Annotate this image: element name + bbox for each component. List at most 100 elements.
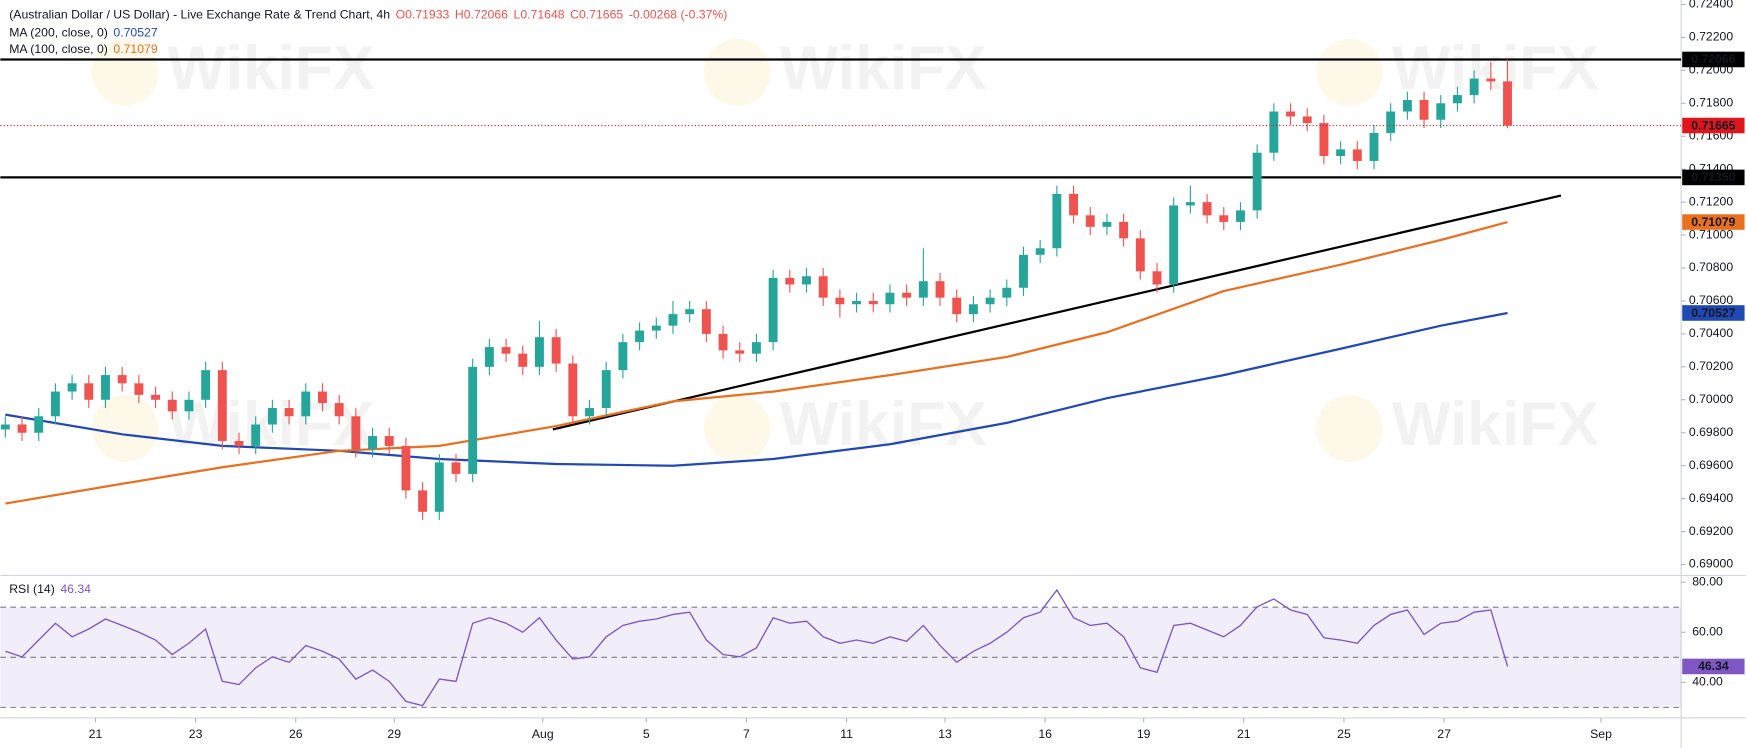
- y-tick-label: 80.00: [1692, 574, 1723, 588]
- candle-body: [668, 314, 678, 326]
- y-tick-label: 0.72400: [1689, 0, 1733, 11]
- candle-body: [1019, 254, 1028, 288]
- candle-body: [868, 300, 878, 305]
- watermark: WikiFX: [1392, 34, 1600, 103]
- candle-body: [701, 309, 711, 334]
- candle-body: [1369, 132, 1379, 161]
- candle-body: [1319, 123, 1329, 156]
- watermark-logo: [1316, 395, 1383, 462]
- candle-body: [484, 347, 494, 367]
- candle-body: [952, 297, 962, 315]
- watermark-logo: [703, 38, 771, 106]
- candle-body: [1119, 221, 1129, 239]
- candle-body: [985, 297, 995, 305]
- candle-body: [251, 424, 261, 446]
- y-tick-label: 0.71800: [1689, 96, 1733, 110]
- last-price-box: [1682, 117, 1745, 134]
- candle-body: [301, 391, 311, 417]
- ma-line: [5, 220, 1508, 505]
- watermark: WikiFX: [1392, 390, 1600, 459]
- candle-body: [1035, 248, 1045, 255]
- rsi-box: [1682, 658, 1745, 675]
- rsi-label: 46.34: [1698, 659, 1729, 673]
- ma-legend: MA (200, close, 0) 0.70527: [9, 26, 158, 40]
- candle-body: [1419, 99, 1429, 120]
- candle-body: [618, 342, 628, 371]
- candle-body: [1135, 238, 1145, 272]
- candle-body: [585, 408, 594, 417]
- candle-body: [968, 304, 978, 315]
- candle-body: [534, 337, 544, 367]
- level-box: [1682, 51, 1745, 68]
- y-tick-label: 0.70000: [1689, 392, 1733, 406]
- candle-body: [735, 350, 745, 354]
- candle-body: [334, 403, 344, 417]
- candle-body: [184, 399, 194, 412]
- candle-body: [802, 276, 811, 285]
- candle-body: [368, 436, 377, 450]
- candle-body: [1169, 205, 1179, 285]
- x-tick-label: 13: [938, 727, 952, 741]
- watermark: WikiFX: [167, 34, 375, 103]
- candle-body: [885, 292, 895, 305]
- rsi-name: RSI (14): [9, 582, 55, 596]
- y-tick-label: 0.70800: [1689, 260, 1733, 274]
- ma-label: 0.70527: [1691, 306, 1735, 320]
- watermark-logo: [91, 395, 159, 462]
- candle-body: [751, 342, 761, 354]
- ma-name: MA (100, close, 0): [9, 42, 108, 56]
- ma-value: 0.71079: [113, 42, 157, 56]
- candle-body: [635, 330, 645, 343]
- candle-body: [1069, 193, 1079, 216]
- candle-body: [50, 391, 60, 417]
- candle-body: [1436, 103, 1446, 120]
- candle-body: [902, 292, 912, 298]
- candle-body: [768, 277, 778, 343]
- candle-body: [84, 383, 94, 400]
- x-tick-label: 16: [1038, 727, 1052, 741]
- candle-body: [551, 337, 561, 364]
- candle-body: [217, 370, 227, 441]
- candle-body: [1336, 149, 1346, 156]
- x-tick-label: 29: [387, 727, 401, 741]
- x-tick-label: 5: [643, 727, 650, 741]
- candle-body: [318, 391, 327, 404]
- candle-body: [451, 462, 461, 474]
- ma-legend: MA (100, close, 0) 0.71079: [9, 42, 158, 56]
- candle-body: [17, 424, 27, 433]
- candle-body: [918, 281, 928, 298]
- candle-body: [651, 325, 661, 331]
- x-tick-label: 21: [1237, 727, 1251, 741]
- x-tick-label: 11: [840, 727, 853, 741]
- y-tick-label: 0.69800: [1689, 425, 1733, 439]
- candle-body: [568, 363, 578, 417]
- candle-body: [468, 366, 478, 474]
- candle-body: [718, 333, 728, 351]
- x-tick-label: 26: [289, 727, 303, 741]
- y-tick-label: 0.72200: [1689, 30, 1733, 44]
- ma-line: [5, 311, 1508, 467]
- candle-body: [835, 297, 845, 305]
- candle-body: [818, 276, 828, 298]
- candle-body: [1219, 215, 1229, 222]
- candle-body: [935, 281, 945, 298]
- y-tick-label: 0.71200: [1689, 194, 1733, 208]
- candle-body: [351, 416, 361, 450]
- candle-body: [1102, 221, 1112, 227]
- x-tick-label: 7: [743, 727, 750, 741]
- candle-body: [601, 370, 611, 409]
- candle-body: [1469, 78, 1479, 96]
- candle-body: [1452, 95, 1462, 104]
- level-label: 0.71350: [1691, 170, 1735, 184]
- ma-value: 0.70527: [113, 26, 157, 40]
- candle-body: [852, 300, 862, 305]
- y-tick-label: 60.00: [1692, 624, 1723, 638]
- x-tick-label: 19: [1137, 727, 1151, 741]
- candle-body: [34, 416, 44, 433]
- watermark-logo: [1316, 38, 1383, 106]
- ohlc-value: H0.72066: [455, 8, 508, 22]
